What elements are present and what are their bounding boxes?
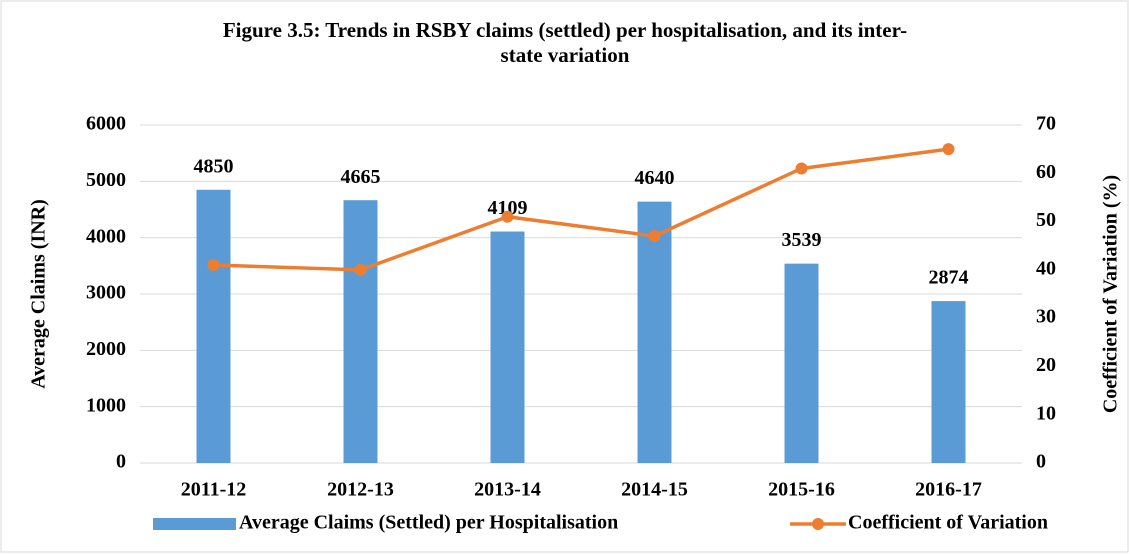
data-label: 3539 [782,229,822,251]
y2-tick-label: 30 [1036,306,1056,328]
line-point [648,230,661,243]
bar [637,201,672,463]
y-tick-label: 5000 [86,169,126,191]
legend-swatch-marker [812,518,824,530]
bar [196,189,231,464]
y-tick-label: 1000 [86,394,126,416]
y2-tick-label: 40 [1036,257,1056,279]
line [213,147,949,272]
data-label: 4850 [194,155,234,177]
legend-swatch [153,518,236,530]
x-tick-label: 2012-13 [327,479,394,501]
y2-tick-label: 20 [1036,354,1056,376]
data-label: 4640 [635,167,675,189]
data-label: 4665 [341,166,381,188]
line-point [207,259,220,272]
line-point [795,162,808,175]
chart-title: Figure 3.5: Trends in RSBY claims (settl… [222,18,908,67]
y-tick-label: 4000 [86,225,126,247]
bar [784,263,819,463]
y-tick-label: 0 [116,451,126,473]
line-point [354,263,367,276]
y2-axis-label: Coefficient of Variation (%) [1100,175,1122,413]
line-point [942,143,955,156]
x-tick-label: 2013-14 [474,479,541,501]
legend-label: Average Claims (Settled) per Hospitalisa… [239,512,618,534]
y2-tick-label: 0 [1036,451,1046,473]
data-label: 2874 [929,267,969,289]
y2-tick-label: 10 [1036,402,1056,424]
y-tick-label: 6000 [86,113,126,135]
legend-label: Coefficient of Variation [848,512,1048,534]
bar [931,301,966,463]
bar [343,200,378,463]
bar [490,231,525,463]
x-tick-label: 2015-16 [768,479,835,501]
y-axis-label: Average Claims (INR) [28,199,50,389]
y2-tick-label: 70 [1036,113,1056,135]
x-tick-label: 2016-17 [915,479,982,501]
line-point [501,210,514,223]
data-label: 4109 [488,197,528,219]
x-tick-label: 2011-12 [181,479,247,501]
y2-tick-label: 60 [1036,161,1056,183]
y2-tick-label: 50 [1036,209,1056,231]
y-tick-label: 3000 [86,282,126,304]
y-tick-label: 2000 [86,338,126,360]
x-tick-label: 2014-15 [621,479,688,501]
